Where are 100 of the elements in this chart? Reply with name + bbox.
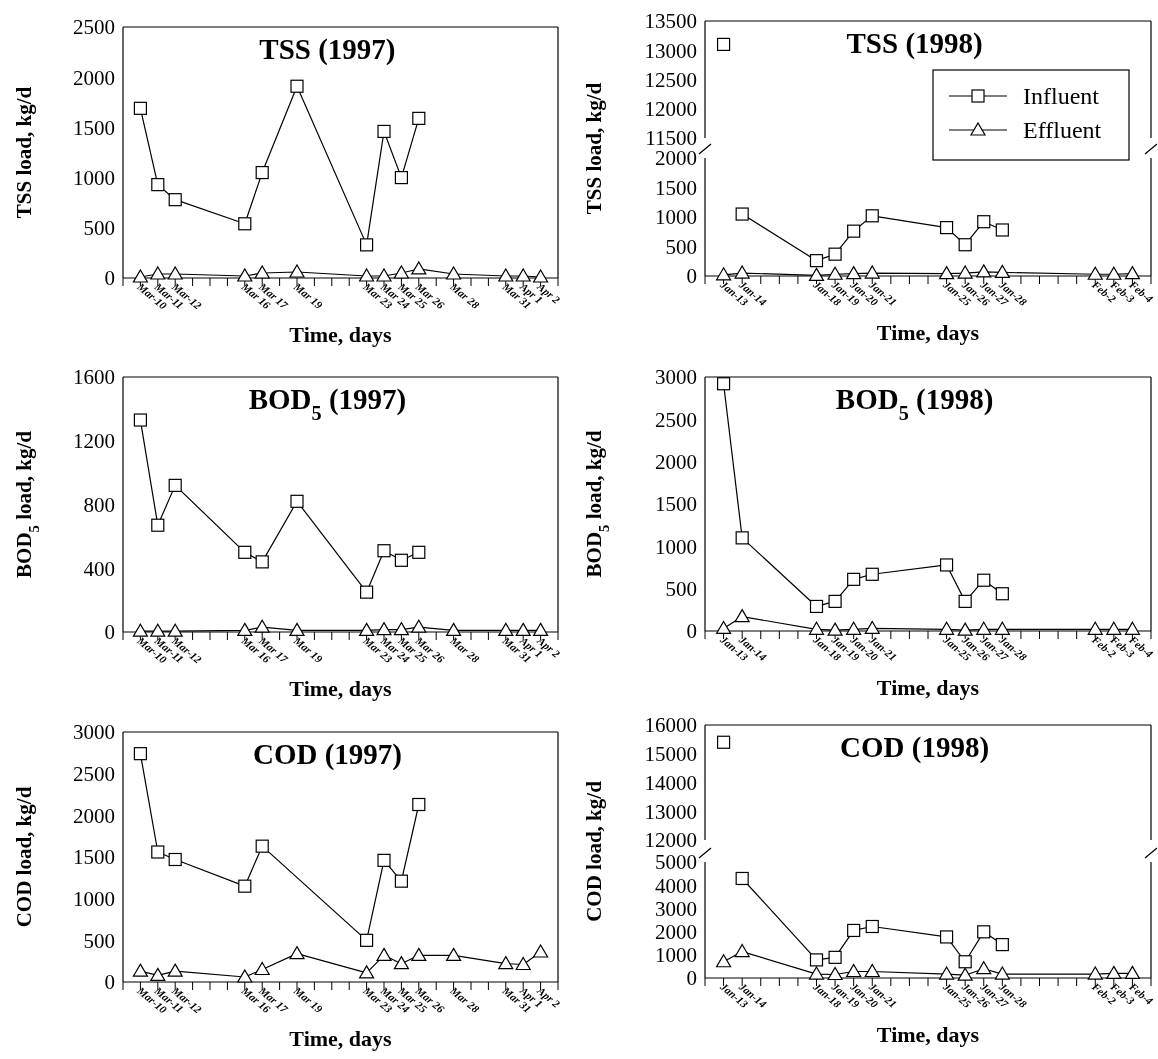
point xyxy=(412,545,426,559)
point xyxy=(939,558,954,572)
point xyxy=(376,622,392,636)
y-tick-label: 12000 xyxy=(644,828,697,853)
point xyxy=(255,839,269,853)
point xyxy=(715,954,732,968)
y-tick-label: 2000 xyxy=(73,803,115,828)
y-tick-label: 2500 xyxy=(73,762,115,787)
point xyxy=(808,267,825,282)
point xyxy=(289,622,305,637)
point xyxy=(735,207,749,221)
x-tick-label: Mar 19 xyxy=(290,983,326,1016)
point xyxy=(958,955,972,969)
point xyxy=(976,621,992,635)
y-tick-label: 0 xyxy=(104,620,115,645)
point xyxy=(376,268,392,282)
point xyxy=(132,623,148,637)
y-tick-label: 2000 xyxy=(655,919,697,944)
point xyxy=(977,573,991,587)
point xyxy=(715,620,732,635)
x-tick-label: Mar 28 xyxy=(447,983,482,1016)
point xyxy=(734,943,750,958)
point xyxy=(1124,266,1141,280)
point xyxy=(533,269,549,283)
point xyxy=(533,622,549,637)
point xyxy=(237,622,253,637)
point xyxy=(168,478,182,492)
point xyxy=(377,853,391,867)
point xyxy=(847,923,861,938)
point xyxy=(151,845,165,859)
point xyxy=(865,919,879,934)
point xyxy=(359,268,375,282)
point xyxy=(376,947,392,961)
point xyxy=(958,594,972,608)
point xyxy=(446,266,462,280)
point xyxy=(150,266,166,280)
point xyxy=(238,879,252,893)
point xyxy=(360,933,374,947)
point xyxy=(515,622,531,637)
y-tick-label: 2500 xyxy=(655,407,697,432)
y-tick-label: 0 xyxy=(104,970,115,995)
point xyxy=(939,221,954,235)
point xyxy=(394,171,408,185)
point xyxy=(827,266,843,280)
point xyxy=(359,622,375,637)
legend-label: Influent xyxy=(1023,83,1100,110)
point xyxy=(412,111,426,125)
point xyxy=(377,544,391,558)
y-tick-label: 1000 xyxy=(655,534,697,559)
y-tick-label: 1500 xyxy=(655,492,697,517)
point xyxy=(446,622,462,637)
point xyxy=(377,124,391,139)
y-tick-label: 0 xyxy=(686,619,697,644)
point xyxy=(995,937,1009,952)
y-tick-label: 500 xyxy=(83,928,115,953)
point xyxy=(864,963,880,978)
point xyxy=(977,215,991,229)
legend-label: Effluent xyxy=(1023,117,1102,144)
x-tick-label: Mar 28 xyxy=(447,633,482,666)
point xyxy=(957,622,973,636)
point xyxy=(515,268,531,282)
x-axis-title: Time, days xyxy=(289,322,393,347)
point xyxy=(237,969,253,983)
point xyxy=(132,269,148,283)
y-tick-label: 4000 xyxy=(655,873,697,898)
point xyxy=(1087,621,1103,635)
x-axis-title: Time, days xyxy=(289,676,393,701)
y-tick-label: 1000 xyxy=(73,887,115,912)
point xyxy=(977,925,991,939)
y-tick-label: 500 xyxy=(665,234,697,259)
point xyxy=(957,967,973,981)
point xyxy=(734,609,750,623)
point xyxy=(808,966,825,980)
y-tick-label: 800 xyxy=(83,492,115,517)
y-tick-label: 1000 xyxy=(73,165,115,190)
chart-title: BOD$_{5}$ (1997) xyxy=(248,383,407,424)
x-tick-label: Mar 19 xyxy=(290,633,326,666)
x-tick-label: Mar 19 xyxy=(290,279,326,312)
y-tick-label: 2000 xyxy=(655,450,697,475)
point xyxy=(289,946,305,960)
point xyxy=(994,621,1010,635)
point xyxy=(167,963,183,977)
y-tick-label: 2000 xyxy=(73,65,115,90)
y-tick-label: 400 xyxy=(83,556,115,581)
point xyxy=(412,797,426,812)
point xyxy=(151,178,165,192)
point xyxy=(289,264,305,278)
y-tick-label: 0 xyxy=(686,966,697,991)
chart-title: BOD$_{5}$ (1998) xyxy=(835,383,994,424)
chart-title: COD (1997) xyxy=(252,738,402,771)
y-axis-title: COD load, kg/d xyxy=(582,780,606,922)
point xyxy=(254,619,270,633)
point xyxy=(1124,621,1141,635)
y-tick-label: 0 xyxy=(104,266,115,291)
y-tick-label: 3000 xyxy=(73,720,115,745)
y-tick-label: 1600 xyxy=(73,365,115,390)
chart-title: TSS (1998) xyxy=(846,27,983,60)
y-tick-label: 0 xyxy=(686,264,697,289)
point xyxy=(995,223,1009,237)
point xyxy=(167,623,183,637)
